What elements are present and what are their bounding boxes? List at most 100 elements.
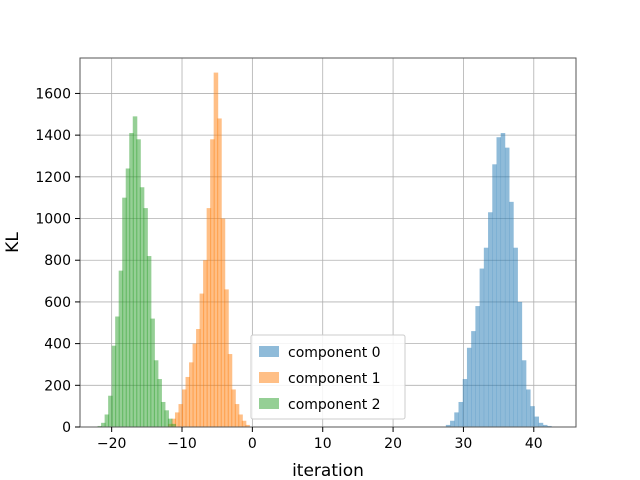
histogram-bar bbox=[174, 412, 180, 427]
histogram-bar bbox=[224, 289, 229, 427]
legend-box bbox=[250, 334, 406, 420]
histogram-bar bbox=[517, 301, 523, 427]
histogram-bar bbox=[483, 247, 489, 427]
y-tick-label: 600 bbox=[44, 295, 71, 311]
histogram-bar bbox=[220, 218, 226, 427]
legend-swatch bbox=[259, 346, 279, 357]
legend-swatch bbox=[259, 398, 279, 409]
histogram-bar bbox=[488, 212, 493, 427]
histogram-bar bbox=[125, 168, 131, 428]
histogram-bar bbox=[534, 416, 540, 427]
histogram-bar bbox=[213, 72, 219, 427]
histogram-bar bbox=[466, 347, 472, 427]
y-tick-label: 1000 bbox=[35, 212, 71, 228]
histogram-bar bbox=[475, 306, 480, 427]
histogram-bar bbox=[171, 423, 176, 427]
y-tick-label: 200 bbox=[44, 378, 71, 394]
histogram-bar bbox=[203, 260, 208, 427]
histogram-bar bbox=[157, 379, 162, 427]
legend-label: component 2 bbox=[288, 397, 381, 413]
y-tick-label: 1200 bbox=[35, 170, 71, 186]
histogram-bar bbox=[245, 424, 250, 427]
legend-swatch bbox=[259, 372, 279, 383]
histogram-bar bbox=[199, 293, 205, 427]
histogram-bar bbox=[462, 379, 468, 427]
histogram-bar bbox=[542, 424, 548, 427]
y-tick-label: 400 bbox=[44, 337, 71, 353]
histogram-bar bbox=[171, 418, 176, 427]
histogram-bar bbox=[492, 164, 497, 428]
histogram-bar bbox=[118, 270, 124, 427]
series-1-bars bbox=[167, 72, 250, 427]
histogram-bar bbox=[217, 118, 222, 427]
histogram-bar bbox=[445, 424, 451, 427]
x-tick-label: −10 bbox=[167, 436, 197, 452]
histogram-bar bbox=[104, 414, 110, 427]
y-tick-label: 1400 bbox=[35, 128, 71, 144]
histogram-bar bbox=[111, 345, 117, 427]
histogram-bar bbox=[234, 404, 240, 427]
histogram-bar bbox=[164, 410, 169, 427]
histogram-bar bbox=[509, 201, 514, 427]
histogram-bar bbox=[454, 412, 459, 427]
x-tick-label: 20 bbox=[384, 436, 402, 452]
histogram-bar bbox=[146, 256, 152, 427]
histogram-bar bbox=[108, 395, 113, 427]
legend-label: component 0 bbox=[288, 345, 381, 361]
histogram-bar bbox=[97, 425, 103, 427]
histogram-bar bbox=[101, 422, 106, 427]
x-axis-label: iteration bbox=[292, 461, 364, 480]
histogram-bar bbox=[150, 318, 155, 427]
histogram-bar bbox=[182, 389, 187, 427]
histogram-bar bbox=[160, 401, 166, 427]
legend-label: component 1 bbox=[288, 371, 381, 387]
x-tick-label: 10 bbox=[314, 436, 332, 452]
y-tick-label: 800 bbox=[44, 253, 71, 269]
histogram-bar bbox=[458, 401, 464, 427]
histogram-bar bbox=[139, 187, 145, 427]
legend: component 0 component 1 component 2 bbox=[250, 334, 406, 420]
histogram-bar bbox=[189, 362, 194, 427]
histogram-bar bbox=[530, 406, 535, 427]
histogram-bar bbox=[238, 414, 243, 427]
y-axis-label: KL bbox=[3, 232, 23, 253]
histogram-bar bbox=[504, 147, 510, 427]
axis-ticks: −20 −10 0 10 20 30 400200400600800100012001400… bbox=[35, 86, 542, 452]
histogram-bar bbox=[513, 247, 518, 427]
histogram-bar bbox=[153, 360, 159, 427]
histogram-bar bbox=[178, 404, 184, 427]
histogram-bar bbox=[521, 360, 527, 427]
y-tick-label: 0 bbox=[62, 420, 71, 436]
histogram-bar bbox=[538, 422, 544, 427]
histogram-bar bbox=[450, 420, 455, 427]
histogram-bars bbox=[97, 72, 552, 428]
histogram-bar bbox=[185, 376, 191, 427]
histogram-bar bbox=[471, 331, 476, 427]
histogram-bar bbox=[500, 133, 506, 427]
series-2-bars bbox=[97, 116, 176, 428]
histogram-bar bbox=[132, 116, 138, 428]
histogram-bar bbox=[547, 425, 552, 427]
histogram-bar bbox=[496, 137, 502, 427]
y-tick-label: 1600 bbox=[35, 86, 71, 102]
histogram-bar bbox=[122, 197, 127, 427]
histogram-bar bbox=[129, 133, 134, 427]
histogram-bar bbox=[196, 329, 201, 427]
histogram-bar bbox=[526, 389, 531, 427]
histogram-bar bbox=[192, 343, 198, 427]
histogram-bar bbox=[227, 354, 233, 427]
histogram-bar bbox=[143, 208, 148, 427]
histogram-bar bbox=[210, 139, 215, 427]
histogram-bar bbox=[231, 389, 236, 427]
histogram-bar bbox=[136, 139, 141, 427]
histogram-bar bbox=[206, 208, 212, 427]
series-0-bars bbox=[445, 133, 552, 428]
histogram-bar bbox=[115, 316, 120, 427]
x-tick-label: 0 bbox=[248, 436, 257, 452]
x-tick-label: 40 bbox=[525, 436, 543, 452]
histogram-bar bbox=[167, 418, 173, 427]
x-tick-label: −20 bbox=[97, 436, 127, 452]
plot-frame bbox=[79, 57, 577, 428]
x-tick-label: 30 bbox=[455, 436, 473, 452]
